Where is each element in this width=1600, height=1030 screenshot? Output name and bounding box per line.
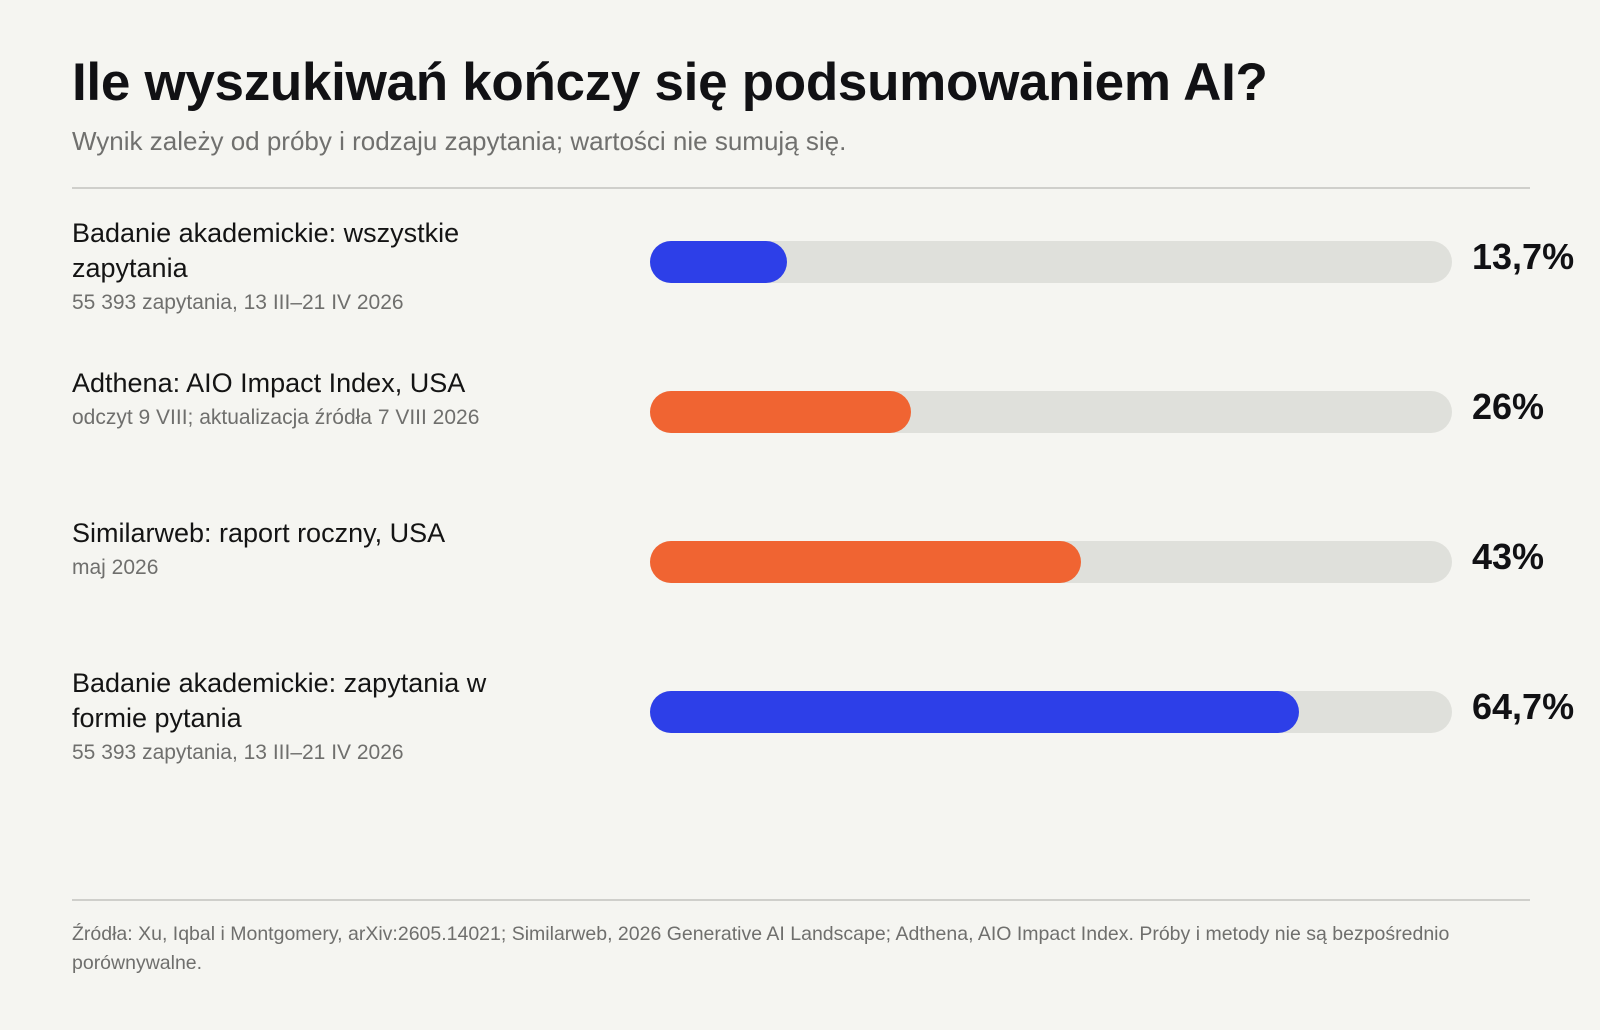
category-label: Badanie akademickie: wszystkie zapytania…	[72, 216, 532, 318]
bar	[650, 691, 1299, 733]
value-label: 64,7%	[1472, 686, 1575, 727]
bar-row: Badanie akademickie: zapytania w formie …	[72, 666, 1600, 786]
chart-title: Ile wyszukiwań kończy się podsumowaniem …	[72, 53, 1268, 112]
category-label: Badanie akademickie: zapytania w formie …	[72, 666, 532, 768]
category-label: Similarweb: raport roczny, USA maj 2026	[72, 516, 532, 583]
bar-track	[650, 541, 1452, 583]
category-name: Badanie akademickie: wszystkie zapytania	[72, 218, 460, 283]
top-divider	[72, 187, 1530, 189]
bar-row: Adthena: AIO Impact Index, USA odczyt 9 V…	[72, 366, 1600, 486]
chart-subtitle: Wynik zależy od próby i rodzaju zapytani…	[72, 126, 847, 156]
category-name: Adthena: AIO Impact Index, USA	[72, 368, 466, 398]
bar-row: Similarweb: raport roczny, USA maj 2026 43…	[72, 516, 1600, 636]
bar-track	[650, 391, 1452, 433]
bar	[650, 241, 787, 283]
bar-track	[650, 691, 1452, 733]
value-label: 43%	[1472, 536, 1545, 577]
bottom-divider	[72, 899, 1530, 901]
sources-note: Źródła: Xu, Iqbal i Montgomery, arXiv:26…	[72, 923, 1450, 974]
category-name: Badanie akademickie: zapytania w formie …	[72, 668, 487, 733]
category-note: maj 2026	[72, 556, 159, 579]
category-label: Adthena: AIO Impact Index, USA odczyt 9 V…	[72, 366, 532, 433]
bar	[650, 541, 1081, 583]
category-note: 55 393 zapytania, 13 III–21 IV 2026	[72, 291, 404, 314]
bar-track	[650, 241, 1452, 283]
value-label: 13,7%	[1472, 236, 1575, 277]
category-name: Similarweb: raport roczny, USA	[72, 518, 446, 548]
bar	[650, 391, 911, 433]
value-label: 26%	[1472, 386, 1545, 427]
category-note: 55 393 zapytania, 13 III–21 IV 2026	[72, 741, 404, 764]
category-note: odczyt 9 VIII; aktualizacja źródła 7 VII…	[72, 406, 480, 429]
bar-row: Badanie akademickie: wszystkie zapytania…	[72, 216, 1600, 336]
